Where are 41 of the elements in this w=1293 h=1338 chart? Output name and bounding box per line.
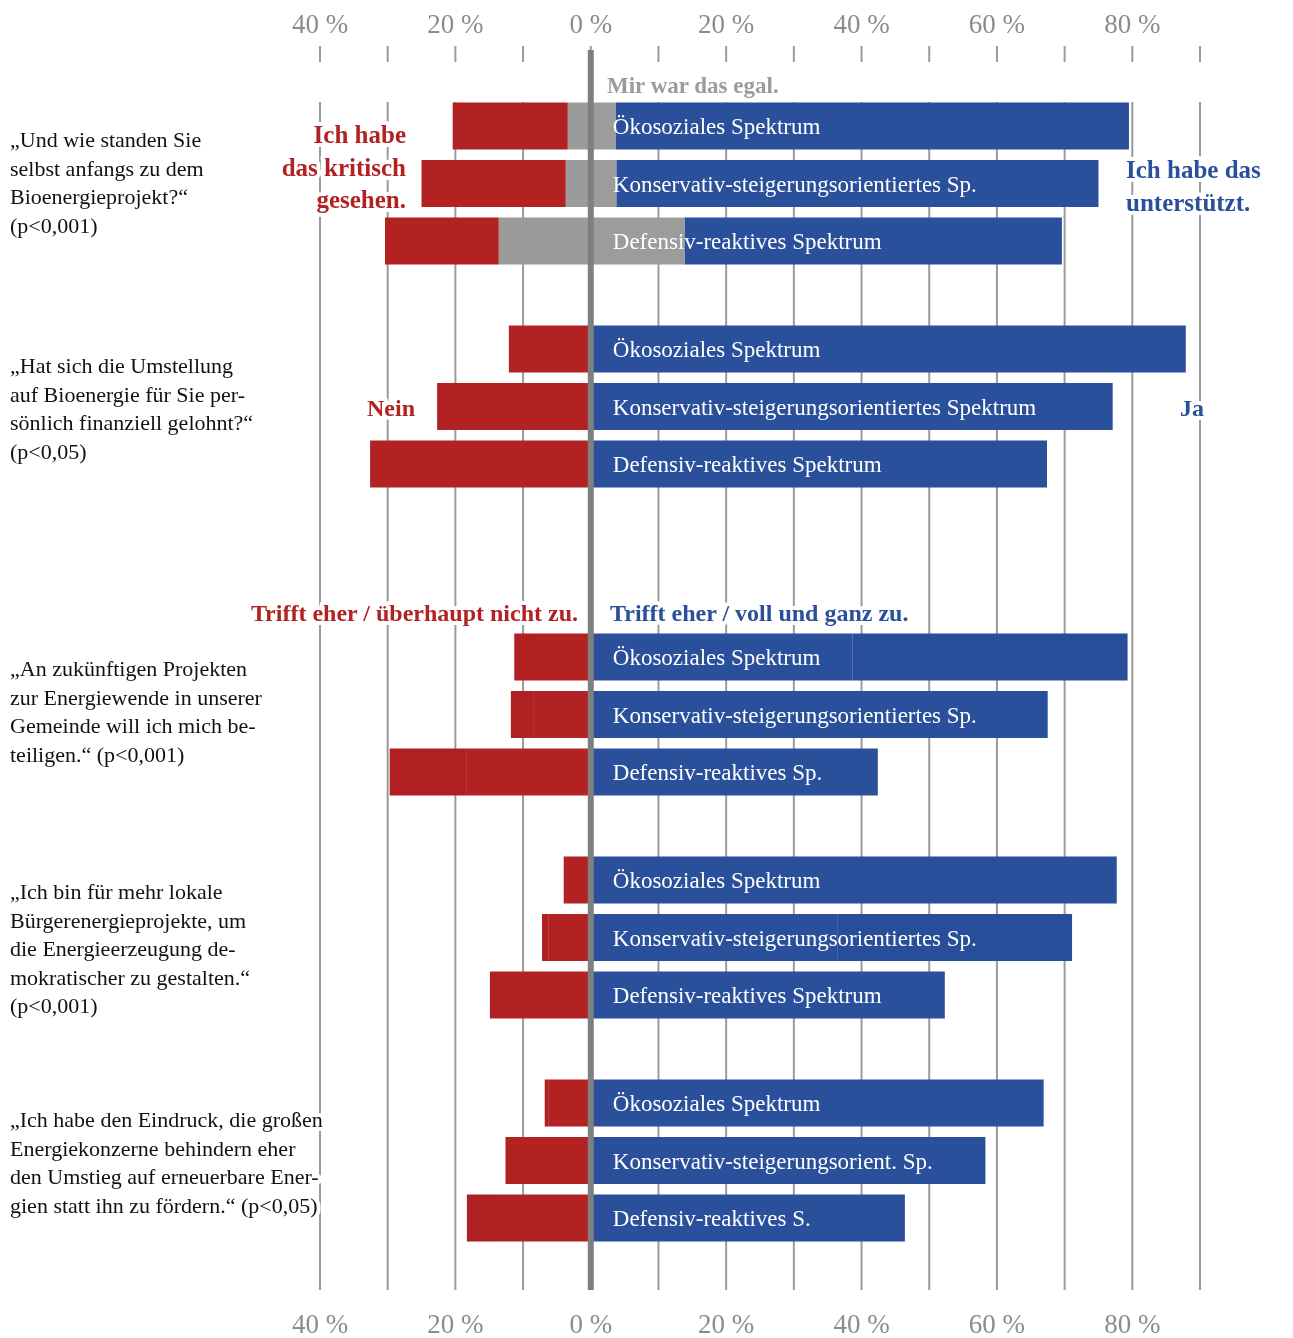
y-tick-label: Defensiv-reaktives Sp. [612,760,823,785]
x2-tick-label: 60 % [968,1309,1026,1338]
annotation: Trifft eher / überhaupt nicht zu. [250,600,578,626]
y-tick-label: Ökosoziales Spektrum [612,337,821,362]
y-tick-label: Defensiv-reaktives Spektrum [612,983,882,1008]
x2-tick-label: 20 % [698,1309,755,1338]
x-tick-label: 40 % [833,9,890,39]
y-tick-label: Konservativ-steigerungsorientiertes Spektrum [612,394,1037,420]
y-tick-label: Defensiv-reaktives S. [612,1206,811,1231]
x-tick-label: 20 % [427,9,484,39]
y-tick-label: Ökosoziales Spektrum [612,114,821,139]
x-tick-label: 40 % [291,9,349,39]
y-tick-label: Konservativ-steigerungsorientiertes Sp. [612,171,977,197]
text: „An zukünftigen Projekten zur Energiewende in unserer Gemeinde will ich mich be- teiligen.“ (p<0,001) [10,656,263,767]
y-tick-label: Ökosoziales Spektrum [612,868,821,893]
annotation: Nein [367,395,415,421]
y-tick-label: Defensiv-reaktives Spektrum [612,452,882,477]
x2-tick-label: 20 % [427,1309,484,1338]
annotation: „Ich habe den Eindruck, die großen Energiekonzerne behindern eher den Umstieg auf erneuerbare Ener- gien statt ihn zu fördern.“ (p<0,05) [10,1107,323,1218]
x-tick-label: 80 % [1104,9,1161,39]
annotation: Trifft eher / voll und ganz zu. [610,600,909,626]
x2-tick-label: 40 % [291,1309,349,1338]
text: Mir war das egal. [607,73,779,98]
x-tick-label: 20 % [698,9,755,39]
x-tick-label: 0 % [569,9,613,39]
x-tick-label: 60 % [968,9,1026,39]
y-tick-label: Ökosoziales Spektrum [612,645,821,670]
y-tick-label: Konservativ-steigerungsorientiertes Sp. [612,702,977,728]
text: „Hat sich die Umstellung auf Bioenergie für Sie per- sönlich finanziell gelohnt?“ (p<0,05) [10,353,254,464]
y-tick-label: Ökosoziales Spektrum [612,1091,821,1116]
text: „Ich bin für mehr lokale Bürgerenergieprojekte, um die Energieerzeugung de- mokratischer zu gestalten.“ (p<0,001) [10,879,251,1019]
x2-tick-label: 40 % [833,1309,890,1338]
text: „Und wie standen Sie selbst anfangs zu dem Bioenergieprojekt?“ (p<0,001) [10,127,204,238]
y-tick-label: Konservativ-steigerungsorientiertes Sp. [612,925,977,951]
x2-tick-label: 0 % [569,1309,613,1338]
annotation: Ich habe das unterstützt. [1126,156,1262,216]
x2-tick-label: 80 % [1104,1309,1161,1338]
y-tick-label: Konservativ-steigerungsorient. Sp. [612,1148,933,1174]
annotation: Ich habe das kritisch gesehen. [281,121,407,213]
annotation: Ja [1180,395,1204,421]
y-tick-label: Defensiv-reaktives Spektrum [612,229,882,254]
